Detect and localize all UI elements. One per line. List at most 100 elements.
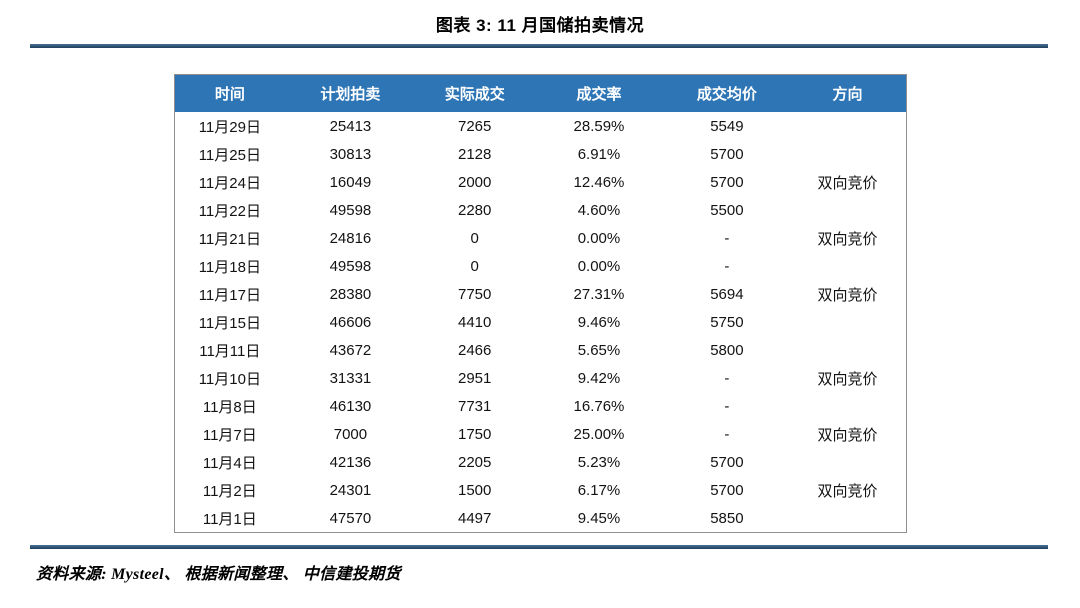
cell-date: 11月29日 [198,118,261,136]
cell-avg-price: 5850 [710,509,744,527]
cell-actual-deal: 0 [470,229,479,247]
table-row: 11月18日 49598 0 0.00% - [175,252,906,280]
cell-avg-price: 5700 [710,481,744,499]
cell-planned-auction: 49598 [329,201,372,219]
cell-planned-auction: 7000 [333,425,368,443]
table-row: 11月11日 43672 2466 5.65% 5800 [175,336,906,364]
source-note: 资料来源: Mysteel、 根据新闻整理、 中信建投期货 [36,566,401,583]
cell-direction [789,392,906,420]
cell-direction: 双向竞价 [817,370,878,388]
column-header: 计划拍卖 [284,75,417,112]
cell-direction [789,140,906,168]
cell-avg-price: 5500 [710,201,744,219]
cell-deal-rate: 12.46% [573,173,625,191]
column-header: 成交均价 [664,75,790,112]
column-header: 成交率 [533,75,665,112]
cell-deal-rate: 9.45% [577,509,621,527]
cell-date: 11月1日 [202,510,257,528]
cell-planned-auction: 49598 [329,257,372,275]
cell-actual-deal: 4497 [458,509,492,527]
cell-date: 11月10日 [198,370,261,388]
cell-actual-deal: 4410 [458,313,492,331]
table-row: 11月25日 30813 2128 6.91% 5700 [175,140,906,168]
table-row: 11月22日 49598 2280 4.60% 5500 [175,196,906,224]
cell-date: 11月24日 [198,174,261,192]
cell-direction [789,448,906,476]
page-title: 图表 3: 11 月国储拍卖情况 [435,16,645,35]
cell-direction: 双向竞价 [817,482,878,500]
cell-date: 11月25日 [198,146,261,164]
cell-planned-auction: 47570 [329,509,372,527]
cell-avg-price: 5700 [710,145,744,163]
table-row: 11月10日 31331 2951 9.42% - 双向竞价 [175,364,906,392]
cell-avg-price: 5549 [710,117,744,135]
table-row: 11月8日 46130 7731 16.76% - [175,392,906,420]
cell-direction [789,112,906,140]
cell-direction: 双向竞价 [817,174,878,192]
cell-actual-deal: 2466 [458,341,492,359]
table-row: 11月24日 16049 2000 12.46% 5700 双向竞价 [175,168,906,196]
cell-direction [789,252,906,280]
cell-avg-price: 5700 [710,173,744,191]
cell-actual-deal: 1500 [458,481,492,499]
cell-actual-deal: 2128 [458,145,492,163]
cell-direction: 双向竞价 [817,426,878,444]
cell-direction [789,308,906,336]
cell-date: 11月22日 [198,202,261,220]
cell-avg-price: 5700 [710,453,744,471]
cell-planned-auction: 28380 [329,285,372,303]
cell-actual-deal: 7731 [458,397,492,415]
table-row: 11月1日 47570 4497 9.45% 5850 [175,504,906,532]
cell-actual-deal: 2951 [458,369,492,387]
cell-deal-rate: 6.91% [577,145,621,163]
cell-planned-auction: 16049 [329,173,372,191]
table-row: 11月2日 24301 1500 6.17% 5700 双向竞价 [175,476,906,504]
cell-avg-price: 5750 [710,313,744,331]
cell-date: 11月18日 [198,258,261,276]
footer-rule [30,545,1048,549]
cell-deal-rate: 0.00% [577,229,621,247]
cell-actual-deal: 2280 [458,201,492,219]
cell-date: 11月21日 [198,230,261,248]
table-header-row: 时间 计划拍卖 实际成交 成交率 成交均价 方向 [175,75,906,112]
column-header: 方向 [789,75,906,112]
cell-planned-auction: 24301 [329,481,372,499]
cell-actual-deal: 1750 [458,425,492,443]
table-row: 11月17日 28380 7750 27.31% 5694 双向竞价 [175,280,906,308]
cell-avg-price: - [724,369,730,387]
cell-deal-rate: 6.17% [577,481,621,499]
cell-planned-auction: 42136 [329,453,372,471]
column-header: 实际成交 [416,75,534,112]
cell-planned-auction: 43672 [329,341,372,359]
cell-deal-rate: 16.76% [573,397,625,415]
table-header: 时间 计划拍卖 实际成交 成交率 成交均价 方向 [175,75,906,112]
cell-date: 11月7日 [202,426,257,444]
column-header: 时间 [175,75,285,112]
cell-direction: 双向竞价 [817,230,878,248]
cell-avg-price: 5800 [710,341,744,359]
cell-planned-auction: 30813 [329,145,372,163]
table-row: 11月15日 46606 4410 9.46% 5750 [175,308,906,336]
cell-direction [789,336,906,364]
cell-actual-deal: 2205 [458,453,492,471]
title-rule [30,44,1048,48]
cell-date: 11月11日 [199,342,261,360]
cell-deal-rate: 25.00% [573,425,625,443]
table-row: 11月4日 42136 2205 5.23% 5700 [175,448,906,476]
cell-date: 11月15日 [198,314,261,332]
cell-actual-deal: 2000 [458,173,492,191]
cell-avg-price: - [724,425,730,443]
cell-deal-rate: 0.00% [577,257,621,275]
cell-avg-price: - [724,397,730,415]
cell-deal-rate: 4.60% [577,201,621,219]
auction-table: 时间 计划拍卖 实际成交 成交率 成交均价 方向 11月29日 25413 7265 28… [175,75,906,532]
cell-planned-auction: 24816 [329,229,372,247]
cell-avg-price: - [724,229,730,247]
cell-direction: 双向竞价 [817,286,878,304]
cell-date: 11月17日 [198,286,261,304]
cell-avg-price: - [724,257,730,275]
cell-date: 11月8日 [202,398,257,416]
table-row: 11月29日 25413 7265 28.59% 5549 [175,112,906,140]
cell-actual-deal: 0 [470,257,479,275]
cell-deal-rate: 27.31% [573,285,625,303]
